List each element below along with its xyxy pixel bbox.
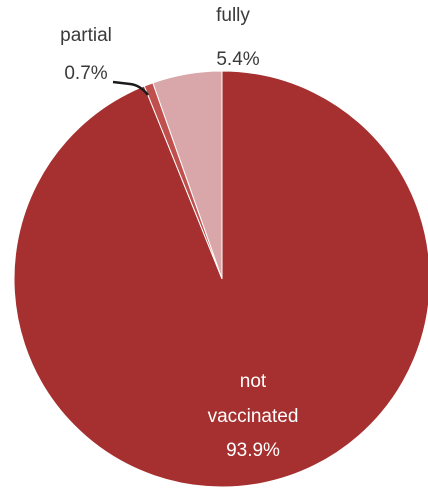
- not-vaccinated-label-value: 93.9%: [226, 440, 280, 461]
- not-vaccinated-label-line2: vaccinated: [208, 406, 299, 427]
- pie-slice-not-vaccinated: [13, 70, 428, 488]
- fully-label-name: fully: [216, 5, 250, 26]
- partial-leader-line: [112, 80, 149, 96]
- partial-label-value: 0.7%: [64, 63, 107, 84]
- pie-slices: [13, 70, 428, 488]
- fully-label-value: 5.4%: [216, 49, 259, 70]
- partial-label-name: partial: [60, 25, 112, 46]
- not-vaccinated-label-line1: not: [240, 371, 267, 392]
